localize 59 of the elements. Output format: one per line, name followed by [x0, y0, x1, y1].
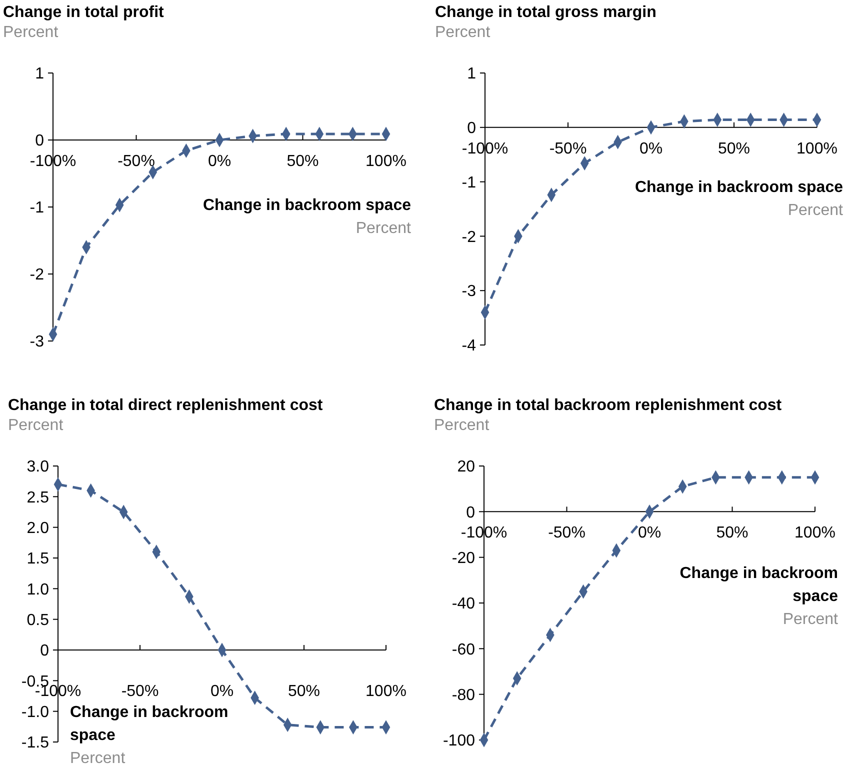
chart-title: Change in total profit: [3, 4, 165, 21]
x-tick-label: 100%: [794, 524, 836, 542]
x-tick-label: -50%: [121, 683, 159, 700]
y-tick-label: 0: [466, 504, 476, 522]
y-tick-label: -60: [452, 641, 476, 658]
y-tick-label: 2.0: [26, 520, 50, 537]
y-tick-label: -4: [462, 338, 476, 355]
x-tick-label: 50%: [716, 524, 748, 542]
y-tick-label: 1.5: [26, 550, 50, 568]
x-tick-label: 100%: [796, 140, 838, 158]
x-tick-label: 0%: [639, 140, 663, 158]
x-tick-label: 100%: [366, 683, 406, 700]
x-axis-title: Change in backroom space: [70, 704, 228, 744]
chart-subtitle: Percent: [8, 417, 64, 434]
chart-title: Change in total backroom replenishment cost: [434, 397, 782, 414]
y-tick-label: -3: [462, 283, 476, 300]
x-tick-label: -50%: [549, 140, 587, 158]
chart-title: Change in total direct replenishment cost: [8, 397, 324, 414]
x-tick-label: 0%: [208, 153, 232, 170]
y-tick-label: -1.0: [21, 704, 50, 721]
chart-subtitle: Percent: [434, 417, 490, 434]
y-tick-label: -80: [452, 686, 476, 704]
x-tick-label: 50%: [718, 140, 750, 158]
y-tick-label: 0: [40, 642, 50, 660]
y-tick-label: -2: [30, 266, 44, 284]
y-tick-label: 0: [467, 120, 476, 137]
y-tick-label: -1: [462, 174, 476, 192]
y-tick-label: -1.5: [21, 734, 50, 752]
y-tick-label: -100: [442, 732, 476, 750]
chart-subtitle: Percent: [435, 24, 491, 41]
chart-subtitle: Percent: [3, 24, 59, 41]
x-axis-title: Change in backroom space: [202, 197, 412, 214]
y-tick-label: -3: [30, 334, 44, 351]
x-tick-label: 0%: [638, 524, 662, 542]
y-tick-label: -1: [30, 200, 44, 217]
x-tick-label: 0%: [210, 683, 234, 700]
y-tick-label: 1: [467, 66, 476, 83]
x-tick-label: 50%: [288, 683, 320, 700]
x-tick-label: 50%: [286, 153, 319, 170]
x-tick-label: -50%: [118, 153, 155, 170]
x-tick-label: 100%: [366, 153, 406, 170]
text: Percent: [70, 750, 126, 767]
y-tick-label: -2: [462, 228, 476, 246]
y-tick-label: 0.5: [26, 612, 50, 629]
y-tick-label: 1.0: [26, 581, 50, 598]
x-tick-label: -50%: [548, 524, 586, 542]
y-tick-label: 2.5: [26, 489, 50, 506]
y-tick-label: 3.0: [26, 458, 50, 476]
y-tick-label: 1: [35, 66, 44, 83]
annotation: Percent: [788, 202, 844, 219]
y-tick-label: -40: [452, 596, 476, 613]
x-axis-title: Change in backroom space: [680, 565, 838, 605]
annotation: Percent: [782, 611, 839, 628]
x-axis-title: Change in backroom space: [634, 179, 844, 196]
y-tick-label: -20: [452, 550, 476, 567]
y-tick-label: 20: [457, 458, 476, 476]
chart-title: Change in total gross margin: [435, 4, 656, 21]
y-tick-label: 0: [35, 132, 44, 150]
annotation: Percent: [356, 220, 412, 237]
